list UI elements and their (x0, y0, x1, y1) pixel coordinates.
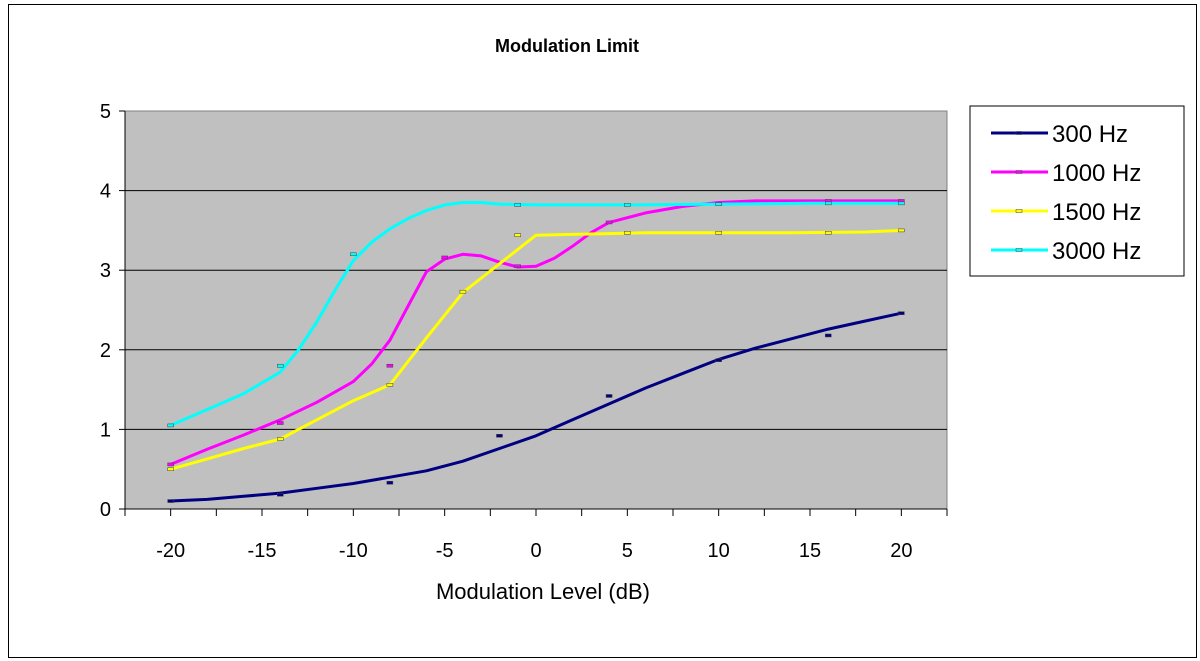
data-point-1500-hz (825, 231, 832, 235)
x-tick-label: -10 (339, 540, 368, 562)
legend-label-1000-hz: 1000 Hz (1052, 160, 1141, 187)
chart-title: Modulation Limit (495, 36, 639, 56)
series-line-300-hz (170, 311, 902, 503)
data-point-300-hz (605, 394, 613, 398)
legend-label-3000-hz: 3000 Hz (1052, 238, 1141, 265)
y-tick-label: 0 (100, 499, 111, 521)
data-point-3000-hz (277, 363, 284, 368)
data-point-3000-hz (514, 203, 521, 207)
legend-marker-300-hz (1015, 131, 1023, 135)
x-tick-label: 5 (622, 540, 633, 562)
data-point-300-hz (825, 333, 832, 338)
data-point-300-hz (715, 358, 722, 362)
data-point-3000-hz (624, 203, 631, 207)
data-point-300-hz (496, 434, 503, 438)
legend-label-1500-hz: 1500 Hz (1052, 199, 1141, 226)
y-axis: 0 1 2 3 4 5 (100, 101, 126, 521)
data-point-3000-hz (898, 201, 905, 206)
y-tick-label: 5 (100, 101, 111, 123)
y-tick-label: 2 (100, 340, 111, 362)
data-point-1000-hz (167, 462, 174, 467)
data-point-300-hz (167, 499, 174, 503)
data-point-300-hz (277, 492, 284, 497)
x-tick-label: -5 (436, 540, 454, 562)
x-tick-label: 15 (799, 540, 821, 562)
chart-frame: Modulation Limit 0 1 2 3 4 5 -20 -15 -10 -5 0 5 10 1… (8, 4, 1197, 658)
y-tick-label: 1 (100, 419, 111, 441)
data-point-300-hz (386, 480, 394, 485)
data-point-1500-hz (715, 231, 722, 235)
legend-marker-1500-hz (1015, 209, 1023, 213)
x-axis: -20 -15 -10 -5 0 5 10 15 20 (124, 508, 948, 562)
data-point-1500-hz (898, 228, 905, 233)
x-tick-label: 20 (890, 540, 912, 562)
data-point-1000-hz (277, 421, 284, 425)
series-line-3000-hz (170, 201, 902, 427)
data-point-1500-hz (386, 383, 394, 387)
data-point-1500-hz (624, 231, 631, 235)
plot-area (124, 110, 948, 510)
data-point-300-hz (898, 311, 905, 315)
series-line-1000-hz (170, 199, 902, 466)
data-point-3000-hz (715, 202, 722, 206)
legend-marker-1000-hz (1015, 170, 1023, 174)
x-tick-label: -15 (248, 540, 277, 562)
data-point-1000-hz (514, 264, 521, 268)
data-point-3000-hz (350, 252, 357, 257)
data-point-3000-hz (825, 201, 832, 206)
x-tick-label: 0 (530, 540, 541, 562)
legend-marker-3000-hz (1015, 248, 1023, 252)
data-point-1000-hz (386, 363, 394, 368)
x-tick-label: 10 (708, 540, 730, 562)
data-point-1000-hz (605, 220, 613, 225)
legend: 300 Hz 1000 Hz 1500 Hz 3000 Hz (969, 105, 1185, 277)
gridlines (125, 190, 947, 430)
series-lines (167, 199, 905, 503)
y-tick-label: 4 (100, 181, 111, 203)
data-point-1500-hz (277, 437, 284, 441)
data-point-1000-hz (441, 255, 448, 260)
x-axis-title: Modulation Level (dB) (436, 579, 650, 604)
x-tick-label: -20 (156, 540, 185, 562)
data-point-1500-hz (459, 289, 467, 294)
y-tick-label: 3 (100, 260, 111, 282)
series-line-1500-hz (170, 228, 902, 471)
line-chart: Modulation Limit 0 1 2 3 4 5 -20 -15 -10 -5 0 5 10 1… (100, 36, 1185, 604)
legend-label-300-hz: 300 Hz (1052, 121, 1128, 148)
data-point-1500-hz (167, 467, 174, 471)
data-point-1500-hz (514, 233, 521, 237)
data-point-3000-hz (167, 423, 174, 428)
